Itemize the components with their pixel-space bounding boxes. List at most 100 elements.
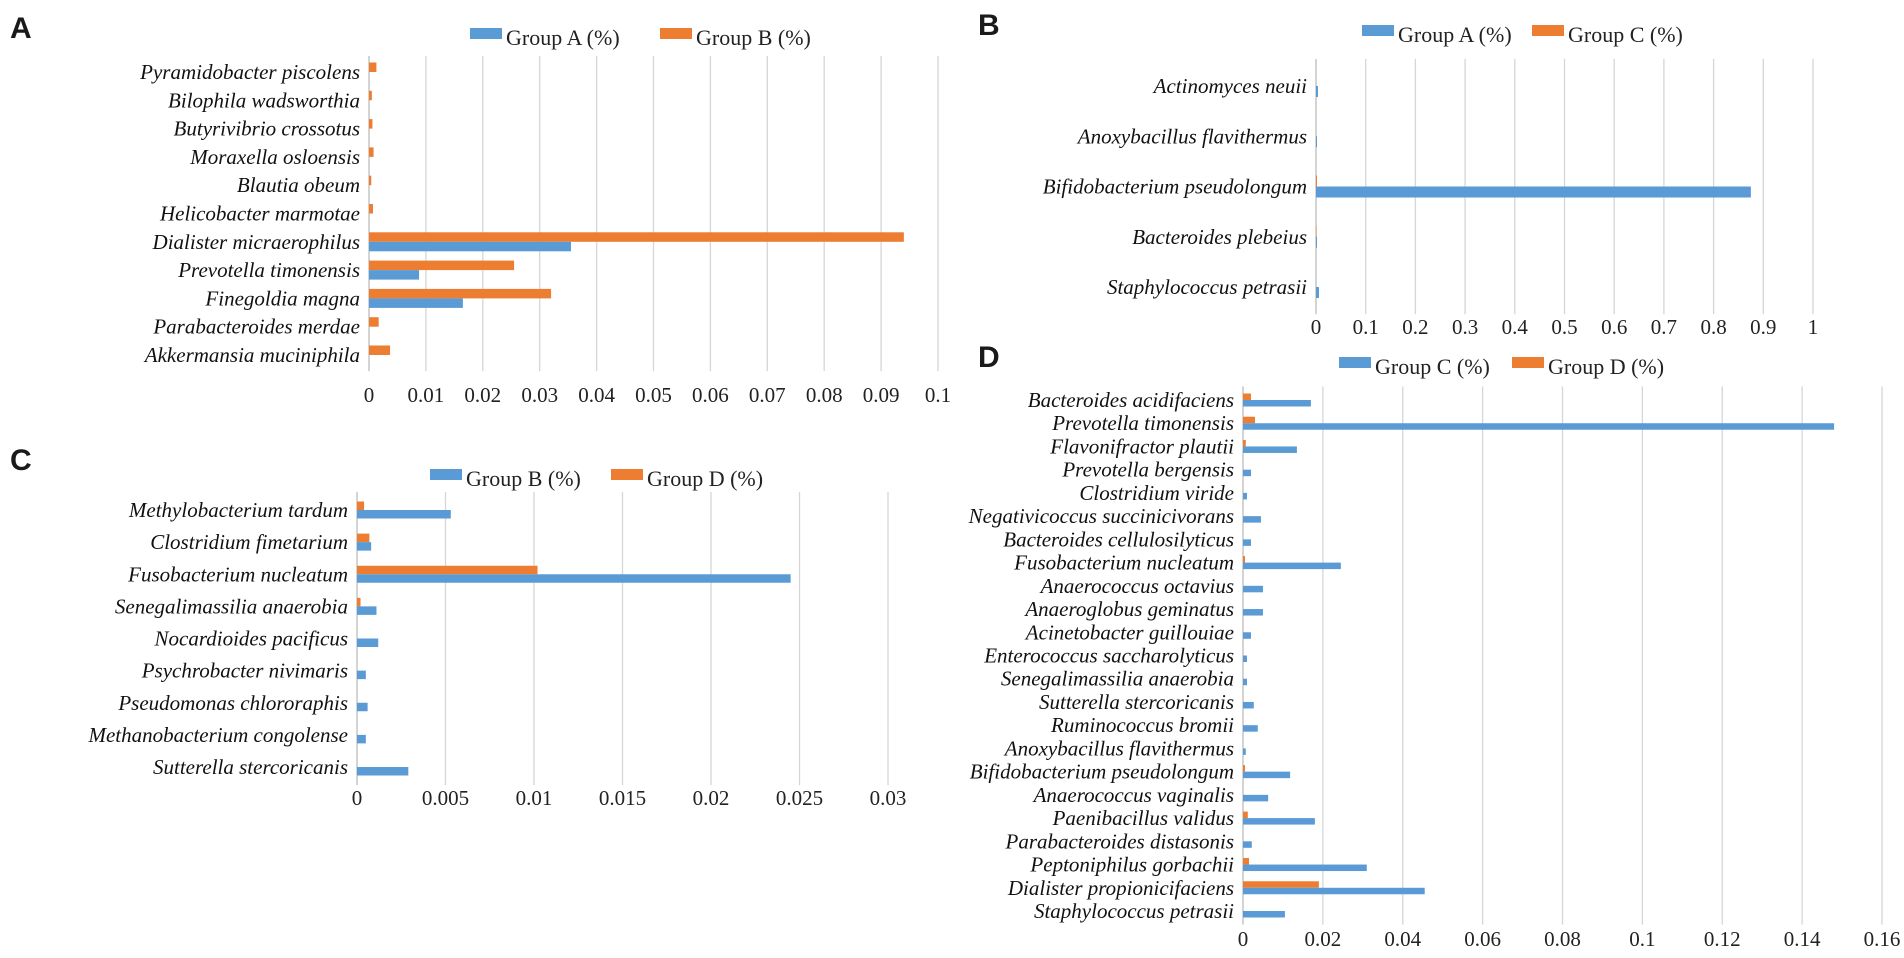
panel-letter-d: D: [978, 341, 1000, 374]
panel-b-tick-label: 0.4: [1502, 315, 1529, 339]
panel-d-bar-group-c-parabacteroides-distasonis: [1243, 841, 1252, 848]
panel-d-bar-group-c-peptoniphilus-gorbachii: [1243, 864, 1367, 872]
panel-a-tick-label: 0.09: [863, 383, 900, 407]
panel-d-bar-group-c-dialister-propionicifaciens: [1243, 887, 1425, 895]
panel-d-category-label: Bacteroides acidifaciens: [1028, 388, 1234, 412]
panel-c-legend-label: Group D (%): [647, 466, 763, 491]
panel-letter-b: B: [978, 9, 1000, 42]
panel-d-bar-group-c-anoxybacillus-flavithermus: [1243, 748, 1246, 755]
panel-d-bar-group-c-bifidobacterium-pseudolongum: [1243, 771, 1291, 779]
panel-a-bar-group-b-dialister-micraerophilus: [369, 232, 904, 242]
panel-b-category-label: Bacteroides plebeius: [1132, 225, 1307, 249]
panel-d-legend-swatch: [1512, 357, 1544, 368]
panel-c-legend-label: Group B (%): [466, 466, 581, 491]
panel-d-tick-label: 0.02: [1305, 927, 1342, 951]
panel-d-bar-group-d-bifidobacterium-pseudolongum: [1243, 765, 1245, 772]
panel-b-tick-label: 0.1: [1353, 315, 1379, 339]
panel-a-category-label: Helicobacter marmotae: [159, 202, 360, 226]
panel-a-tick-label: 0.02: [464, 383, 501, 407]
panel-letter-c: C: [10, 444, 32, 477]
panel-b-tick-label: 0.9: [1750, 315, 1776, 339]
panel-d-category-label: Prevotella bergensis: [1061, 458, 1234, 482]
panel-b-bar-group-a-anoxybacillus-flavithermus: [1316, 136, 1317, 148]
panel-d-category-label: Sutterella stercoricanis: [1039, 690, 1234, 714]
panel-a-bar-group-b-finegoldia-magna: [369, 288, 552, 299]
panel-d-bar-group-c-anaerococcus-vaginalis: [1243, 794, 1269, 802]
panel-a-legend-swatch: [660, 28, 692, 39]
panel-c-category-label: Sutterella stercoricanis: [153, 755, 348, 779]
panel-b-legend-swatch: [1362, 25, 1394, 36]
panel-d-bar-group-c-ruminococcus-bromii: [1243, 725, 1258, 732]
panel-a-bar-group-b-helicobacter-marmotae: [369, 204, 373, 214]
panel-c-bar-group-b-sutterella-stercoricanis: [357, 767, 409, 776]
panel-d-bar-group-c-senegalimassilia-anaerobia: [1243, 678, 1247, 686]
panel-c-bar-group-b-pseudomonas-chlororaphis: [357, 702, 368, 712]
panel-a-category-label: Dialister micraerophilus: [152, 230, 360, 254]
panel-a-category-label: Akkermansia muciniphila: [143, 343, 360, 367]
panel-c-legend-swatch: [430, 469, 462, 480]
panel-c-category-label: Psychrobacter nivimaris: [141, 659, 348, 683]
panel-d-category-label: Senegalimassilia anaerobia: [1001, 667, 1234, 691]
panel-a-bar-group-b-bilophila-wadsworthia: [369, 90, 372, 101]
panel-c-bar-group-d-fusobacterium-nucleatum: [357, 565, 538, 575]
panel-d-bar-group-c-enterococcus-saccharolyticus: [1243, 655, 1247, 662]
panel-a-tick-label: 0.04: [578, 383, 615, 407]
panel-a-bar-group-b-prevotella-timonensis: [369, 260, 515, 271]
panel-d-category-label: Anaerococcus octavius: [1039, 574, 1234, 598]
panel-a-bar-group-b-blautia-obeum: [369, 175, 372, 186]
panel-d-category-label: Parabacteroides distasonis: [1005, 829, 1234, 853]
panel-d-category-label: Enterococcus saccharolyticus: [983, 644, 1234, 668]
panel-b-tick-label: 1: [1808, 315, 1819, 339]
panel-d-category-label: Anoxybacillus flavithermus: [1003, 736, 1234, 760]
panel-b-tick-label: 0.3: [1452, 315, 1478, 339]
panel-d-category-label: Anaeroglobus geminatus: [1023, 597, 1234, 621]
panel-b-category-label: Bifidobacterium pseudolongum: [1043, 175, 1307, 199]
panel-c-bar-group-b-senegalimassilia-anaerobia: [357, 606, 377, 615]
panel-c-bar-group-b-fusobacterium-nucleatum: [357, 574, 791, 583]
panel-a-legend-label: Group A (%): [506, 25, 620, 50]
panel-a-bar-group-a-dialister-micraerophilus: [369, 241, 571, 252]
panel-d-chart: 0 0.02 0.04 0.06 0.08 0.1 0.12 0.14 0.16 Bacteroi…: [968, 354, 1901, 951]
panel-a-tick-label: 0.08: [806, 383, 843, 407]
panel-d-bar-group-c-paenibacillus-validus: [1243, 818, 1315, 825]
panel-c-category-label: Clostridium fimetarium: [150, 530, 348, 554]
panel-d-bar-group-c-anaeroglobus-geminatus: [1243, 609, 1263, 616]
panel-a-tick-label: 0.03: [521, 383, 558, 407]
panel-c-bar-group-b-methylobacterium-tardum: [357, 510, 451, 519]
panel-a-bar-group-b-moraxella-osloensis: [369, 147, 374, 157]
panel-b-bar-group-a-bifidobacterium-pseudolongum: [1316, 186, 1751, 198]
panel-c-bar-group-b-nocardioides-pacificus: [357, 638, 379, 647]
panel-d-bar-group-c-acinetobacter-guillouiae: [1243, 632, 1251, 639]
panel-d-tick-label: 0: [1238, 927, 1249, 951]
panel-d-category-label: Bacteroides cellulosilyticus: [1003, 527, 1234, 551]
panel-b-tick-label: 0.7: [1651, 315, 1677, 339]
panel-d-legend-label: Group D (%): [1548, 354, 1664, 379]
panel-a-category-label: Parabacteroides merdae: [152, 315, 360, 339]
panel-d-tick-label: 0.12: [1704, 927, 1741, 951]
panel-c-chart: 0 0.005 0.01 0.015 0.02 0.025 0.03 Methylobacte…: [87, 466, 906, 810]
panel-d-bar-group-c-negativicoccus-succinicivorans: [1243, 516, 1261, 523]
panel-d-bar-group-d-prevotella-timonensis: [1243, 416, 1255, 424]
panel-b-tick-label: 0.2: [1402, 315, 1428, 339]
panel-d-bar-group-c-prevotella-bergensis: [1243, 469, 1251, 477]
panel-a-bar-group-a-finegoldia-magna: [369, 298, 463, 308]
panel-b-legend-label: Group A (%): [1398, 22, 1512, 47]
panel-b-category-label: Anoxybacillus flavithermus: [1076, 124, 1307, 148]
panel-c-tick-label: 0.02: [693, 786, 730, 810]
panel-c-bar-group-d-methylobacterium-tardum: [357, 501, 365, 510]
panel-d-bar-group-c-prevotella-timonensis: [1243, 423, 1835, 430]
panel-d-bar-group-c-bacteroides-cellulosilyticus: [1243, 539, 1251, 546]
panel-d-category-label: Fusobacterium nucleatum: [1013, 551, 1234, 575]
panel-a-category-label: Finegoldia magna: [204, 286, 360, 310]
panel-d-tick-label: 0.16: [1864, 927, 1901, 951]
panel-d-bar-group-d-fusobacterium-nucleatum: [1243, 556, 1245, 563]
panel-a-tick-label: 0: [364, 383, 375, 407]
panel-d-bar-group-d-dialister-propionicifaciens: [1243, 881, 1319, 888]
panel-c-tick-label: 0.025: [776, 786, 823, 810]
panel-c-category-label: Nocardioides pacificus: [154, 627, 348, 651]
panel-a-legend-swatch: [470, 28, 502, 39]
panel-a-category-label: Bilophila wadsworthia: [168, 88, 360, 112]
panel-d-bar-group-c-sutterella-stercoricanis: [1243, 701, 1254, 709]
panel-a-category-label: Pyramidobacter piscolens: [139, 60, 360, 84]
panel-c-category-label: Senegalimassilia anaerobia: [115, 594, 348, 618]
